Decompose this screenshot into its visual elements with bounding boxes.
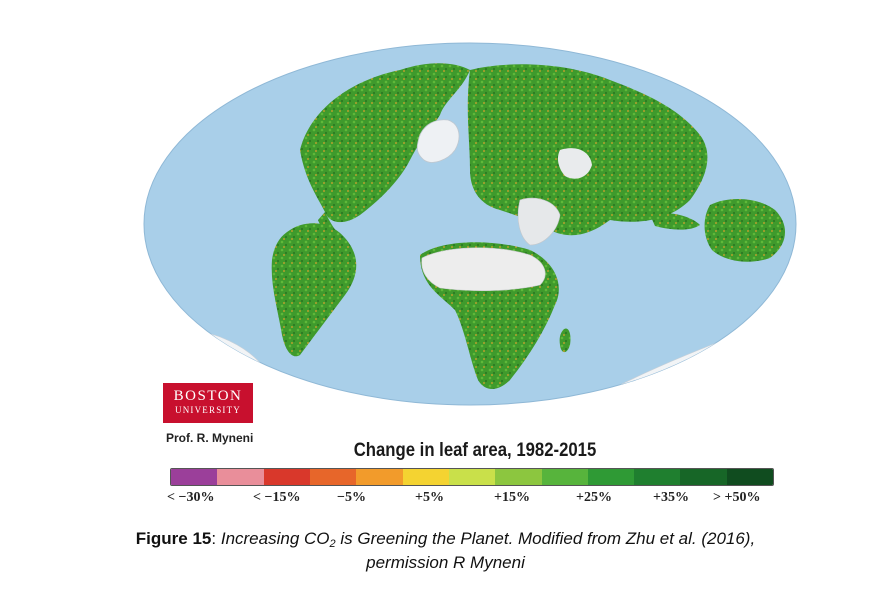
legend-title: Change in leaf area, 1982-2015 bbox=[353, 440, 597, 461]
colorbar-segment bbox=[587, 469, 635, 485]
world-map bbox=[143, 42, 797, 406]
greenland bbox=[416, 119, 460, 163]
colorbar-segment bbox=[309, 469, 357, 485]
logo-line2: UNIVERSITY bbox=[175, 405, 241, 415]
tick-label: +25% bbox=[576, 490, 612, 505]
caption-line1: Figure 15: Increasing CO2 is Greening th… bbox=[0, 527, 891, 551]
colorbar-segment bbox=[402, 469, 449, 485]
colorbar-ticks: < −30% < −15% −5% +5% +15% +25% +35% > +… bbox=[165, 490, 785, 512]
colorbar-segment bbox=[634, 469, 681, 485]
caption-line2: permission R Myneni bbox=[0, 551, 891, 575]
map-svg bbox=[143, 42, 797, 406]
colorbar-segment bbox=[680, 469, 727, 485]
tick-label: > +50% bbox=[713, 490, 761, 505]
sahara bbox=[421, 247, 546, 291]
tick-label: +15% bbox=[494, 490, 530, 505]
tick-label: < −15% bbox=[253, 490, 301, 505]
colorbar-segment bbox=[217, 469, 264, 485]
figure-caption: Figure 15: Increasing CO2 is Greening th… bbox=[0, 527, 891, 575]
tick-label: +35% bbox=[653, 490, 689, 505]
colorbar-segment bbox=[541, 469, 588, 485]
tick-label: −5% bbox=[337, 490, 366, 505]
colorbar bbox=[170, 468, 774, 486]
australia bbox=[704, 198, 786, 262]
caption-text-b: is Greening the Planet. Modified from Zh… bbox=[335, 529, 756, 548]
tick-label: +5% bbox=[415, 490, 444, 505]
se-asia-islands bbox=[650, 213, 700, 230]
caption-text-a: Increasing CO bbox=[220, 529, 330, 548]
caption-line2-text: permission R Myneni bbox=[366, 553, 525, 572]
asian-desert bbox=[517, 197, 561, 246]
colorbar-segment bbox=[356, 469, 403, 485]
caption-label: Figure 15 bbox=[135, 529, 212, 548]
colorbar-segment bbox=[495, 469, 542, 485]
caption-subscript: 2 bbox=[329, 538, 336, 550]
central-asia-bare bbox=[557, 148, 592, 179]
caption-separator: : bbox=[211, 529, 221, 548]
continents bbox=[189, 63, 786, 389]
logo-line1: BOSTON bbox=[173, 388, 243, 404]
colorbar-segment bbox=[448, 469, 496, 485]
tick-label: < −30% bbox=[167, 490, 215, 505]
colorbar-segment bbox=[726, 469, 773, 485]
boston-university-logo: BOSTON UNIVERSITY bbox=[163, 383, 253, 423]
credit-text: Prof. R. Myneni bbox=[166, 431, 254, 445]
madagascar bbox=[559, 328, 571, 353]
colorbar-segment bbox=[263, 469, 310, 485]
south-america bbox=[271, 223, 357, 357]
north-america bbox=[300, 63, 470, 223]
colorbar-segment bbox=[171, 469, 218, 485]
eurasia bbox=[467, 64, 708, 236]
